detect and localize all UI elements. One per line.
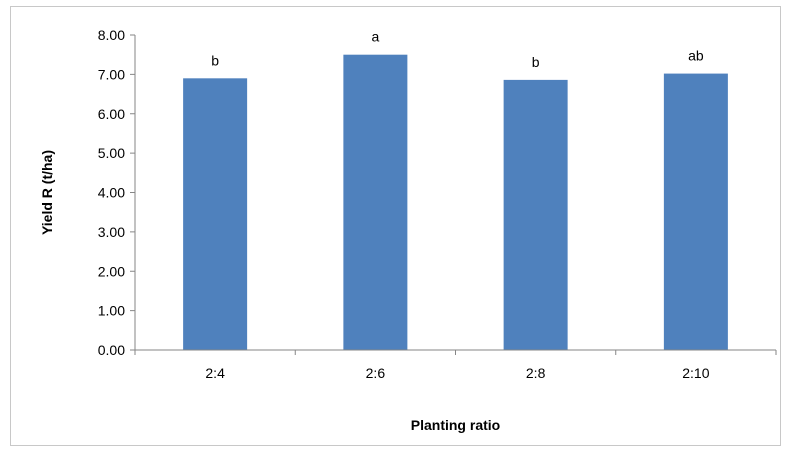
bar	[183, 78, 248, 350]
bar	[343, 54, 408, 350]
y-tick-label: 8.00	[98, 27, 125, 43]
data-label: ab	[688, 48, 704, 64]
y-tick-label: 2.00	[98, 263, 125, 279]
y-tick-label: 3.00	[98, 224, 125, 240]
y-tick-label: 6.00	[98, 106, 125, 122]
x-axis-ticks: 2:4 2:6 2:8 2:10	[134, 350, 777, 381]
y-tick-label: 4.00	[98, 185, 125, 201]
x-tick-label: 2:6	[366, 365, 386, 381]
bar	[663, 73, 728, 351]
y-axis-ticks: 0.00 1.00 2.00 3.00 4.00 5.00 6.00 7.00 8.00	[98, 27, 135, 358]
y-tick-label: 5.00	[98, 145, 125, 161]
data-label: a	[371, 29, 379, 45]
bars	[183, 54, 728, 351]
y-tick-label: 7.00	[98, 66, 125, 82]
x-tick-label: 2:4	[205, 365, 225, 381]
bar	[503, 79, 568, 350]
x-tick-label: 2:10	[682, 365, 709, 381]
y-tick-label: 0.00	[98, 342, 125, 358]
y-tick-label: 1.00	[98, 303, 125, 319]
x-axis-title: Planting ratio	[411, 417, 500, 433]
y-axis-title: Yield R (t/ha)	[39, 150, 55, 235]
data-labels: bab ab	[211, 29, 704, 70]
x-tick-label: 2:8	[526, 365, 546, 381]
data-label: b	[211, 52, 219, 68]
data-label: b	[532, 54, 540, 70]
